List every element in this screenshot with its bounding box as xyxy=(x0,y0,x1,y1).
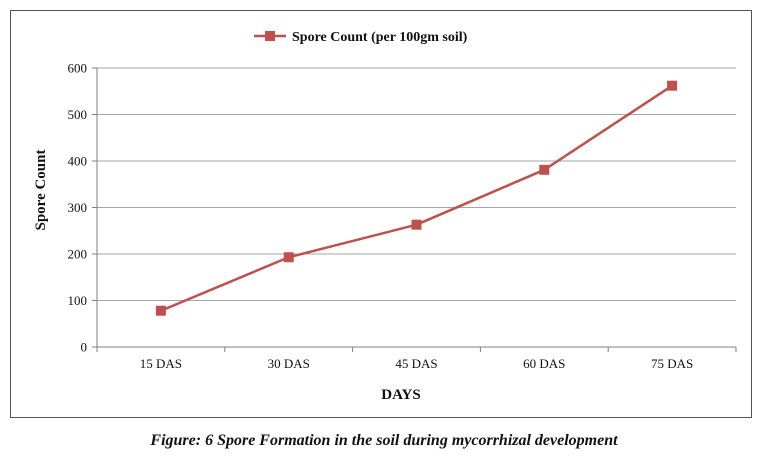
x-tick-label: 75 DAS xyxy=(651,356,693,371)
line-chart: Spore Count (per 100gm soil) 0 100 200 300 4… xyxy=(33,30,737,403)
chart-frame xyxy=(10,10,752,418)
x-tick-label: 45 DAS xyxy=(395,356,437,371)
x-tick-label: 60 DAS xyxy=(523,356,565,371)
data-point-marker xyxy=(667,80,678,91)
series-line xyxy=(160,84,673,312)
data-point-marker xyxy=(155,305,166,316)
legend-label: Spore Count (per 100gm soil) xyxy=(292,30,468,45)
x-axis-title: DAYS xyxy=(381,387,420,403)
data-point-marker xyxy=(539,164,550,175)
x-tick-label: 30 DAS xyxy=(268,356,310,371)
axes xyxy=(92,67,737,352)
legend: Spore Count (per 100gm soil) xyxy=(254,30,468,45)
y-tick-label: 100 xyxy=(68,293,88,308)
x-tick-labels: 15 DAS 30 DAS 45 DAS 60 DAS 75 DAS xyxy=(140,356,693,371)
y-tick-label: 400 xyxy=(68,154,88,169)
figure-caption: Figure: 6 Spore Formation in the soil du… xyxy=(150,432,618,449)
legend-marker-swatch xyxy=(265,31,275,41)
y-tick-label: 300 xyxy=(68,200,88,215)
x-tick-label: 15 DAS xyxy=(140,356,182,371)
y-tick-label: 500 xyxy=(68,107,88,122)
y-axis-title: Spore Count xyxy=(33,150,49,231)
gridlines xyxy=(97,67,736,301)
y-tick-label: 0 xyxy=(81,340,88,355)
y-tick-label: 600 xyxy=(68,61,88,76)
y-tick-labels: 0 100 200 300 400 500 600 xyxy=(68,61,88,355)
data-point-marker xyxy=(283,252,294,263)
series-spore-count xyxy=(155,80,678,316)
y-tick-label: 200 xyxy=(68,247,88,262)
data-point-marker xyxy=(411,219,422,230)
